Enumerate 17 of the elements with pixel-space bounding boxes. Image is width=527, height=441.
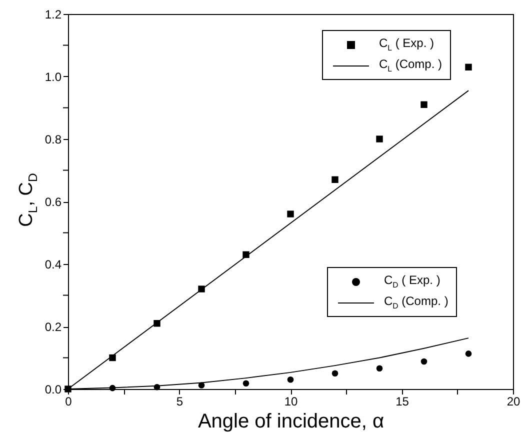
- legend-label: C$_{D}$ ( Exp. ): [384, 273, 440, 290]
- legend-label: C$_{L}$ ( Exp. ): [379, 36, 434, 53]
- legend-label: C$_{D}$ (Comp. ): [384, 294, 448, 311]
- y-tick-label: 0.8: [44, 132, 62, 146]
- y-tick-label: 0.6: [44, 195, 62, 209]
- x-axis-title: Angle of incidence, α: [198, 410, 384, 432]
- x-tick-label: 0: [65, 394, 72, 408]
- x-tick-label: 20: [506, 394, 520, 408]
- y-tick-label: 0.0: [44, 382, 62, 396]
- y-tick-label: 1.0: [44, 70, 62, 84]
- y-tick-label: 0.2: [44, 320, 62, 334]
- legend-label: C$_{L}$ (Comp. ): [379, 57, 442, 74]
- x-tick-label: 15: [396, 394, 410, 408]
- y-tick-label: 0.4: [44, 258, 62, 272]
- x-tick-label: 10: [284, 394, 298, 408]
- x-tick-label: 5: [176, 394, 184, 408]
- y-tick-label: 1.2: [44, 8, 62, 22]
